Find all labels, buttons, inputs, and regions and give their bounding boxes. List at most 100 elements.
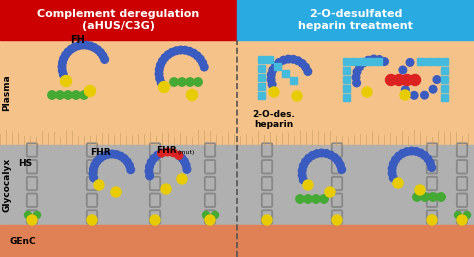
Circle shape <box>353 68 361 76</box>
Circle shape <box>464 212 471 218</box>
Circle shape <box>61 76 72 87</box>
Circle shape <box>58 67 66 74</box>
Circle shape <box>300 176 307 184</box>
Circle shape <box>173 47 180 54</box>
Circle shape <box>94 180 104 190</box>
Circle shape <box>177 46 184 54</box>
Circle shape <box>197 55 204 63</box>
FancyBboxPatch shape <box>367 59 374 66</box>
Circle shape <box>421 193 429 201</box>
Circle shape <box>60 71 67 78</box>
FancyBboxPatch shape <box>441 59 448 66</box>
Circle shape <box>290 56 297 63</box>
Circle shape <box>183 166 191 173</box>
Circle shape <box>150 215 160 225</box>
Circle shape <box>164 51 172 58</box>
Circle shape <box>62 51 69 59</box>
FancyBboxPatch shape <box>258 66 265 72</box>
FancyBboxPatch shape <box>426 59 432 66</box>
FancyBboxPatch shape <box>344 68 350 75</box>
Circle shape <box>325 187 335 197</box>
Circle shape <box>104 151 112 158</box>
Circle shape <box>298 167 306 174</box>
Circle shape <box>82 41 90 49</box>
Circle shape <box>161 54 169 61</box>
Circle shape <box>437 193 445 201</box>
Text: HS: HS <box>18 159 32 168</box>
Circle shape <box>267 71 275 78</box>
FancyBboxPatch shape <box>441 68 448 75</box>
Circle shape <box>421 91 428 99</box>
Circle shape <box>334 157 342 165</box>
Circle shape <box>304 195 312 203</box>
Circle shape <box>331 154 338 161</box>
Circle shape <box>202 212 210 218</box>
Circle shape <box>186 78 194 86</box>
Circle shape <box>375 56 383 63</box>
Circle shape <box>91 161 99 169</box>
Circle shape <box>401 86 409 94</box>
Circle shape <box>84 86 95 96</box>
Circle shape <box>58 63 66 70</box>
Circle shape <box>408 147 415 155</box>
Circle shape <box>190 49 197 57</box>
Circle shape <box>318 149 325 157</box>
Circle shape <box>154 151 161 159</box>
Circle shape <box>424 155 432 163</box>
Circle shape <box>268 81 276 88</box>
FancyBboxPatch shape <box>258 57 265 63</box>
Circle shape <box>150 154 158 162</box>
FancyBboxPatch shape <box>352 59 358 66</box>
Circle shape <box>67 45 75 53</box>
Circle shape <box>352 74 360 81</box>
Circle shape <box>193 52 201 60</box>
Circle shape <box>155 66 163 74</box>
Circle shape <box>309 152 316 159</box>
FancyBboxPatch shape <box>344 59 350 66</box>
Circle shape <box>305 154 312 162</box>
Circle shape <box>400 90 410 100</box>
Circle shape <box>298 171 306 179</box>
Circle shape <box>156 75 164 82</box>
Circle shape <box>397 76 405 84</box>
Bar <box>0 0 237 40</box>
Circle shape <box>164 148 171 156</box>
FancyBboxPatch shape <box>291 78 298 85</box>
Circle shape <box>412 148 420 155</box>
Circle shape <box>300 162 307 170</box>
Circle shape <box>168 49 176 56</box>
Circle shape <box>79 41 86 49</box>
Text: GEnC: GEnC <box>10 236 36 245</box>
Circle shape <box>301 158 309 166</box>
Circle shape <box>48 91 56 99</box>
Circle shape <box>427 215 437 225</box>
Text: 2-O-desulfated
heparin treatment: 2-O-desulfated heparin treatment <box>298 9 413 31</box>
Circle shape <box>337 161 344 169</box>
Text: FHR: FHR <box>156 146 177 155</box>
Circle shape <box>56 91 64 99</box>
Circle shape <box>269 87 279 97</box>
Circle shape <box>90 166 97 173</box>
Circle shape <box>113 151 120 158</box>
Circle shape <box>91 44 98 51</box>
Circle shape <box>304 68 311 75</box>
Circle shape <box>127 166 135 173</box>
Circle shape <box>399 66 407 74</box>
Circle shape <box>360 59 367 67</box>
Circle shape <box>99 52 107 60</box>
Circle shape <box>158 57 166 65</box>
Circle shape <box>109 150 116 158</box>
Circle shape <box>302 63 310 71</box>
Circle shape <box>175 152 182 159</box>
Circle shape <box>126 162 133 169</box>
FancyBboxPatch shape <box>266 57 273 63</box>
Circle shape <box>303 180 313 190</box>
FancyBboxPatch shape <box>418 59 425 66</box>
Circle shape <box>147 158 155 166</box>
Circle shape <box>25 212 31 218</box>
Circle shape <box>87 42 94 50</box>
Circle shape <box>417 149 425 157</box>
Circle shape <box>124 158 131 166</box>
Circle shape <box>457 215 467 225</box>
Circle shape <box>399 150 406 157</box>
